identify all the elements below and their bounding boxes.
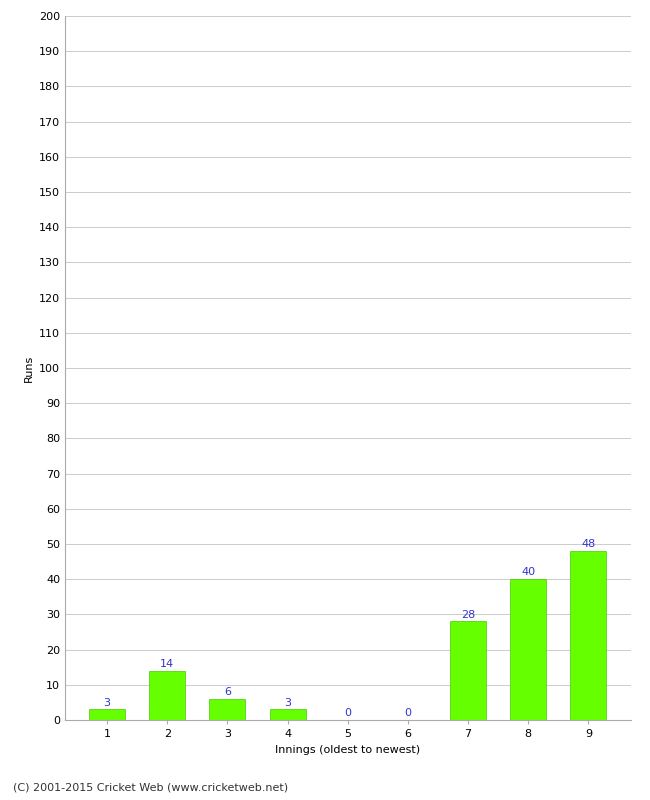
Text: 0: 0 [404,708,411,718]
Y-axis label: Runs: Runs [23,354,33,382]
Text: 28: 28 [461,610,475,620]
Text: 40: 40 [521,567,536,578]
Bar [150,670,185,720]
Text: 3: 3 [284,698,291,708]
Bar [270,710,306,720]
Bar [510,579,546,720]
Text: 48: 48 [581,539,595,550]
Text: 14: 14 [160,659,174,669]
Bar [209,699,246,720]
Text: 6: 6 [224,687,231,697]
Text: 0: 0 [344,708,351,718]
Bar [89,710,125,720]
X-axis label: Innings (oldest to newest): Innings (oldest to newest) [275,745,421,754]
Text: (C) 2001-2015 Cricket Web (www.cricketweb.net): (C) 2001-2015 Cricket Web (www.cricketwe… [13,782,288,792]
Bar [570,551,606,720]
Bar [450,622,486,720]
Text: 3: 3 [103,698,111,708]
